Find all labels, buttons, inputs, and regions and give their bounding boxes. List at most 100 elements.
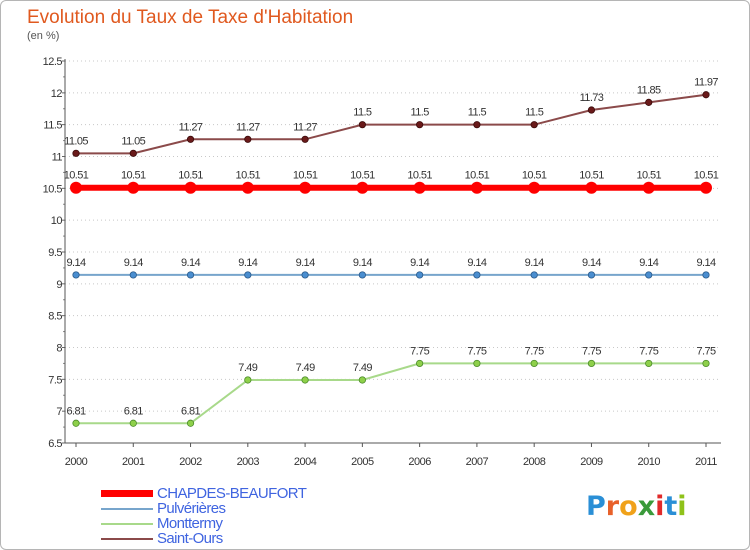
logo-letter: t — [664, 491, 678, 522]
data-point — [473, 359, 481, 368]
data-point — [702, 91, 710, 99]
y-tick-label: 11 — [52, 152, 63, 164]
data-point — [244, 135, 252, 143]
data-label: 10.51 — [465, 170, 490, 182]
data-point — [129, 419, 137, 427]
data-label: 9.14 — [582, 257, 601, 269]
legend-swatch — [101, 508, 153, 510]
series-line-2 — [76, 362, 706, 425]
data-point — [645, 271, 653, 279]
chart-title: Evolution du Taux de Taxe d'Habitation — [27, 7, 354, 28]
data-point — [299, 181, 312, 194]
data-label: 10.51 — [350, 170, 375, 182]
data-point — [530, 359, 538, 368]
data-point — [470, 181, 483, 194]
data-label: 10.51 — [178, 170, 203, 182]
data-point — [244, 376, 252, 384]
data-label: 7.75 — [582, 345, 601, 357]
data-label: 7.75 — [410, 345, 429, 357]
data-label: 10.51 — [694, 170, 719, 182]
data-label: 9.14 — [296, 257, 315, 269]
data-point — [642, 181, 655, 194]
legend-label: Pulvérières — [157, 500, 226, 517]
data-point — [416, 121, 424, 129]
x-tick-label: 2009 — [580, 456, 603, 468]
x-tick-label: 2007 — [466, 456, 489, 468]
data-label: 7.49 — [353, 362, 372, 374]
data-point — [473, 271, 481, 279]
data-point — [184, 181, 197, 194]
y-tick-label: 9 — [56, 279, 62, 291]
data-point — [72, 419, 80, 427]
data-label: 11.27 — [179, 121, 203, 133]
data-label: 11.97 — [694, 77, 718, 89]
legend-label: CHAPDES-BEAUFORT — [157, 485, 307, 502]
data-label: 10.51 — [522, 170, 547, 182]
data-point — [186, 271, 195, 279]
y-tick-label: 8 — [56, 343, 62, 355]
data-point — [301, 135, 309, 143]
data-label: 9.14 — [124, 257, 143, 269]
y-tick-label: 8.5 — [48, 311, 62, 323]
data-label: 10.51 — [407, 170, 432, 182]
data-point — [356, 181, 369, 194]
axis-layer: 6.5 7 7.5 8 8.5 9 9.5 10 10.5 11 11.5 12 12.5 2000 200… — [43, 56, 721, 468]
logo-letter: P — [586, 491, 606, 522]
data-label: 11.5 — [468, 107, 487, 119]
data-label: 11.05 — [121, 135, 145, 147]
data-label: 7.75 — [525, 345, 544, 357]
legend-swatch — [101, 523, 153, 525]
data-label: 6.81 — [66, 405, 85, 417]
data-label: 10.51 — [636, 170, 661, 182]
x-tick-label: 2003 — [237, 456, 260, 468]
data-label: 6.81 — [181, 405, 200, 417]
legend-label: Monttermy — [157, 515, 223, 532]
data-point — [129, 271, 137, 279]
data-label: 11.5 — [525, 107, 544, 119]
logo-letter: r — [605, 491, 620, 522]
grid-layer — [65, 60, 721, 444]
data-point — [587, 359, 596, 368]
data-point — [186, 135, 195, 143]
data-point — [301, 376, 309, 384]
series-line-3 — [76, 93, 707, 155]
x-tick-label: 2005 — [351, 456, 374, 468]
data-label: 7.75 — [467, 345, 486, 357]
legend-label: Saint-Ours — [157, 530, 223, 547]
logo-letter: o — [619, 491, 638, 522]
x-tick-label: 2004 — [294, 456, 317, 468]
data-point — [645, 98, 653, 106]
data-label: 7.75 — [639, 345, 658, 357]
data-point — [127, 181, 140, 194]
data-label: 11.27 — [236, 121, 260, 133]
data-point — [244, 271, 252, 279]
y-tick-label: 7.5 — [48, 374, 62, 386]
data-label: 9.14 — [696, 257, 715, 269]
data-label: 7.75 — [696, 345, 715, 357]
data-point — [700, 181, 712, 194]
data-label: 7.49 — [296, 362, 315, 374]
y-tick-label: 12.5 — [43, 56, 63, 68]
data-point — [585, 181, 598, 194]
data-point — [241, 181, 254, 194]
data-point — [413, 181, 426, 194]
data-label: 9.14 — [353, 257, 372, 269]
data-point — [645, 359, 653, 368]
data-point — [530, 121, 538, 129]
legend-swatch — [101, 538, 153, 540]
data-point — [358, 376, 366, 384]
data-point — [186, 419, 195, 427]
chart-subtitle: (en %) — [27, 30, 60, 42]
y-tick-label: 6.5 — [48, 438, 62, 450]
data-label: 9.14 — [525, 257, 544, 269]
data-label: 11.05 — [64, 135, 88, 147]
logo-letter: x — [637, 491, 656, 522]
data-point — [358, 121, 366, 129]
logo-letter: i — [655, 491, 665, 522]
data-label: 11.27 — [293, 121, 317, 133]
data-label: 10.51 — [293, 170, 318, 182]
data-point — [528, 181, 541, 194]
data-label-layer: 10.51 10.51 10.51 10.51 10.51 10.51 10.51 10.51… — [64, 77, 720, 418]
y-tick-label: 11.5 — [43, 120, 62, 132]
